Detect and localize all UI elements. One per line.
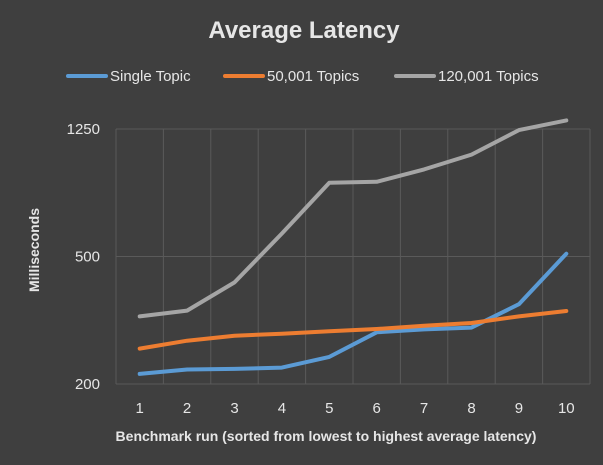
x-tick-label: 3: [230, 400, 238, 417]
x-tick-label: 2: [183, 400, 191, 417]
legend: Single Topic 50,001 Topics 120,001 Topics: [66, 68, 539, 85]
y-axis-title: Milliseconds: [26, 208, 42, 292]
x-tick-label: 9: [515, 400, 523, 417]
legend-label: 120,001 Topics: [438, 68, 539, 85]
x-axis-ticks: 1 2 3 4 5 6 7 8 9 10: [136, 400, 575, 417]
x-tick-label: 7: [420, 400, 428, 417]
y-axis-ticks: 200 500 1250: [67, 121, 100, 393]
series-line-50-001-topics: [137, 309, 569, 351]
grid-lines: [115, 128, 591, 385]
x-tick-label: 5: [325, 400, 333, 417]
series-line-120-001-topics: [137, 118, 569, 319]
y-tick-label: 200: [75, 376, 100, 393]
x-tick-label: 8: [467, 400, 475, 417]
legend-label: Single Topic: [110, 68, 191, 85]
legend-label: 50,001 Topics: [267, 68, 359, 85]
x-tick-label: 10: [558, 400, 575, 417]
x-tick-label: 1: [136, 400, 144, 417]
x-tick-label: 4: [278, 400, 286, 417]
y-tick-label: 500: [75, 249, 100, 266]
series-lines: [137, 118, 569, 376]
y-tick-label: 1250: [67, 121, 100, 138]
x-axis-title: Benchmark run (sorted from lowest to hig…: [116, 428, 537, 444]
series-line-single-topic: [137, 251, 569, 376]
x-tick-label: 6: [373, 400, 381, 417]
chart-title: Average Latency: [208, 17, 400, 44]
